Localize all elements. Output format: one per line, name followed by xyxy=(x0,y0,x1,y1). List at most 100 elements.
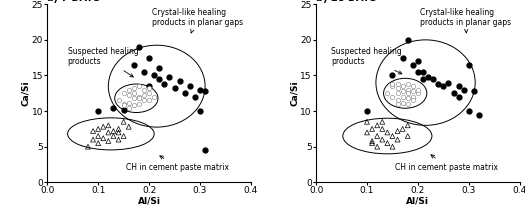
Point xyxy=(373,134,381,138)
Point xyxy=(368,139,376,143)
Point xyxy=(434,82,443,86)
Point xyxy=(155,67,163,70)
Point xyxy=(145,99,153,102)
Text: CH in cement paste matrix: CH in cement paste matrix xyxy=(126,156,229,172)
Point xyxy=(165,75,174,79)
Point xyxy=(404,102,412,106)
Point xyxy=(388,74,397,77)
Text: Crystal-like healing
products in planar gaps: Crystal-like healing products in planar … xyxy=(421,8,511,33)
Point xyxy=(465,109,473,113)
Text: Suspected healing
products: Suspected healing products xyxy=(68,47,139,77)
Point xyxy=(393,86,402,90)
Point xyxy=(130,63,138,67)
Point xyxy=(383,141,392,145)
Point xyxy=(398,101,407,104)
Point xyxy=(130,104,138,107)
Point xyxy=(150,95,159,99)
Text: Suspected healing
products: Suspected healing products xyxy=(331,47,402,74)
Point xyxy=(429,77,437,81)
Point xyxy=(383,131,392,134)
Point xyxy=(383,92,392,95)
Point xyxy=(130,86,138,90)
Point xyxy=(368,127,376,131)
Point xyxy=(150,74,159,77)
Point xyxy=(186,84,194,88)
Point xyxy=(424,75,432,79)
Point xyxy=(393,102,402,106)
Point xyxy=(459,88,468,91)
Point xyxy=(388,84,397,88)
Point xyxy=(201,149,209,152)
Point xyxy=(414,60,422,63)
Point xyxy=(135,95,143,99)
Point xyxy=(393,92,402,95)
Point xyxy=(119,104,128,107)
Point xyxy=(140,94,148,97)
Point xyxy=(201,89,209,93)
Y-axis label: Ca/Si: Ca/Si xyxy=(21,81,30,106)
Point xyxy=(363,109,371,113)
Point xyxy=(439,84,448,88)
Point xyxy=(470,89,478,93)
Point xyxy=(104,124,112,127)
Point xyxy=(109,134,118,138)
Point xyxy=(140,99,148,102)
Point xyxy=(175,80,184,83)
Point xyxy=(393,99,402,102)
Point xyxy=(140,88,148,91)
Point xyxy=(419,70,427,74)
Point xyxy=(135,102,143,106)
Point xyxy=(404,92,412,95)
Point xyxy=(449,92,458,95)
Point xyxy=(414,92,422,95)
Point xyxy=(419,77,427,81)
Point xyxy=(145,92,153,95)
Point xyxy=(119,92,128,95)
Point xyxy=(119,108,128,111)
Point xyxy=(408,89,417,93)
Point xyxy=(363,120,371,123)
Point xyxy=(378,138,386,141)
Point xyxy=(404,38,412,42)
Point xyxy=(140,70,148,74)
Point xyxy=(393,138,402,141)
Text: b) 28 DAYS: b) 28 DAYS xyxy=(316,0,377,3)
Point xyxy=(404,134,412,138)
Point xyxy=(404,124,412,127)
Point xyxy=(99,125,108,128)
Point xyxy=(124,106,133,109)
Point xyxy=(124,88,133,91)
Point xyxy=(104,139,112,143)
Point xyxy=(373,145,381,148)
Point xyxy=(160,82,169,86)
Point xyxy=(408,95,417,99)
Point xyxy=(124,94,133,97)
Point xyxy=(408,63,417,67)
Point xyxy=(408,99,417,102)
X-axis label: Al/Si: Al/Si xyxy=(138,197,161,206)
Point xyxy=(455,95,463,99)
Point xyxy=(398,95,407,99)
Text: a) 7 DAYS: a) 7 DAYS xyxy=(47,0,100,3)
Point xyxy=(114,138,123,141)
Point xyxy=(145,86,153,90)
Point xyxy=(114,131,123,134)
Point xyxy=(388,145,397,148)
Point xyxy=(388,134,397,138)
Point xyxy=(465,63,473,67)
Point xyxy=(124,125,133,128)
Point xyxy=(99,137,108,140)
Point xyxy=(155,77,163,81)
Point xyxy=(109,129,118,133)
Point xyxy=(181,92,189,95)
Point xyxy=(114,99,123,102)
Point xyxy=(114,127,123,131)
Point xyxy=(444,81,453,84)
Point xyxy=(398,84,407,88)
Point xyxy=(135,84,143,88)
Point xyxy=(414,88,422,91)
Point xyxy=(196,109,204,113)
Point xyxy=(398,56,407,59)
Point xyxy=(393,82,402,86)
Point xyxy=(404,97,412,100)
